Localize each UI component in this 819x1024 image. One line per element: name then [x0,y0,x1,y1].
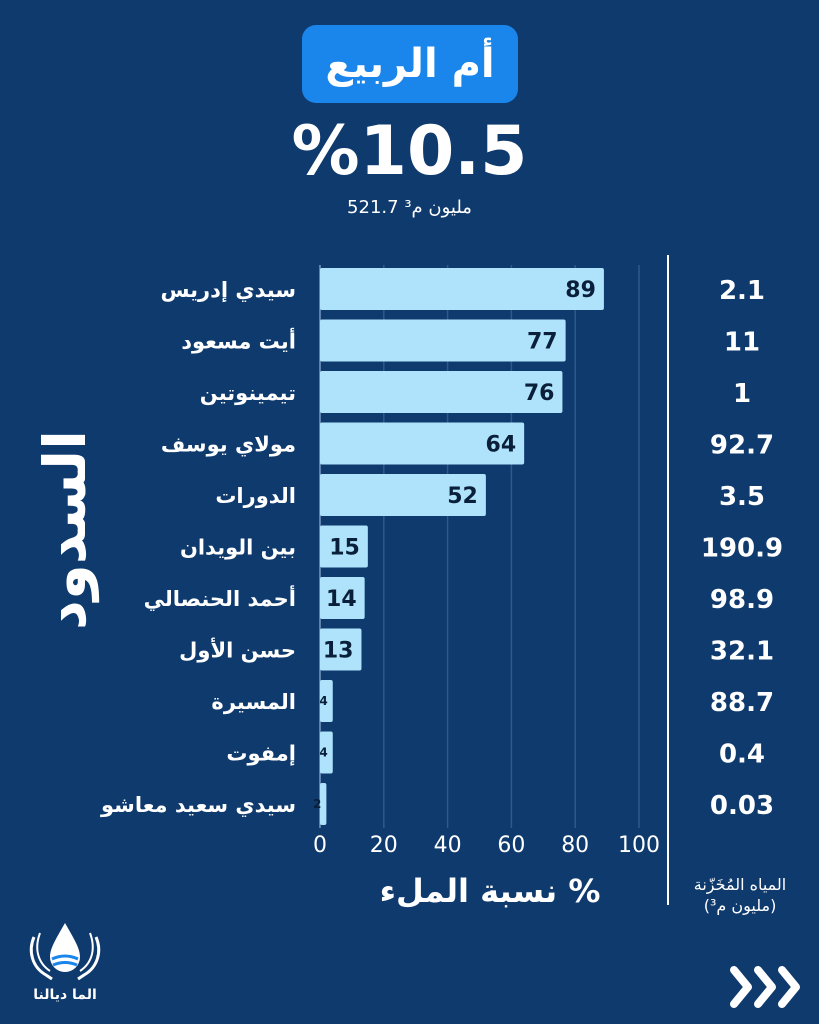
x-tick-label: 0 [313,833,327,858]
bar-value-label: 15 [329,536,360,561]
stored-water-value: 2.1 [719,276,765,306]
bar [320,371,563,413]
bar [320,422,525,465]
fill-axis-title: نسبة الملء % [379,872,601,910]
bar [320,783,327,825]
basin-fill-percent: %10.5 [291,112,528,191]
category-label: حسن الأول [179,637,296,663]
category-label: إمفوت [226,742,296,766]
stored-water-value: 3.5 [719,482,765,512]
dams-axis-title: السدود [31,430,99,630]
logo-text: الما ديالنا [33,987,97,1003]
bar-value-label: 77 [527,330,558,355]
category-label: أيت مسعود [181,327,296,354]
category-label: أحمد الحنصالي [144,584,296,611]
category-label: بين الويدان [180,536,296,560]
bar [320,474,486,516]
bar-value-label: 64 [486,433,517,458]
bar [320,680,333,722]
stored-water-value: 92.7 [710,431,774,461]
x-tick-label: 20 [370,833,398,858]
category-label: مولاي يوسف [161,433,296,458]
water-drop-hands-logo-icon: الما ديالنا [20,915,110,1010]
bar-value-label: 13 [323,639,354,664]
category-label: تيمينوتين [200,381,296,405]
bar [320,577,365,619]
next-page-icon[interactable] [728,962,806,1012]
x-tick-label: 80 [561,833,589,858]
x-tick-label: 40 [434,833,462,858]
bar-value-label: 14 [326,587,357,612]
stored-water-value: 32.1 [710,637,774,667]
bar [320,731,333,774]
bar-value-label: 76 [524,381,555,406]
x-tick-label: 100 [618,833,660,858]
stored-water-value: 0.4 [719,740,765,770]
stored-water-value: 98.9 [710,585,774,615]
stored-water-title-line1: المياه المُخَزّنة [693,875,787,894]
bar [320,628,362,671]
bar-value-label: 4 [319,746,327,760]
basin-title: أم الربيع [325,41,495,87]
category-label: سيدي إدريس [160,278,296,303]
category-label: سيدي سعيد معاشو [100,793,296,818]
bar-value-label: 4 [319,694,327,708]
bar [320,525,368,568]
x-tick-label: 60 [497,833,525,858]
stored-water-title-line2: (مليون م³) [703,896,777,915]
bar-value-label: 89 [565,278,596,303]
bar-value-label: 52 [447,484,478,509]
stored-water-title: المياه المُخَزّنة (مليون م³) [670,874,810,916]
stored-water-value: 88.7 [710,688,774,718]
basin-title-badge: أم الربيع [302,25,518,103]
basin-volume: 521.7 مليون م³ [347,197,472,218]
bar [320,268,604,310]
category-label: المسيرة [211,690,296,714]
stored-water-value: 1 [733,379,751,409]
stored-water-value: 0.03 [710,791,774,821]
bar [320,319,566,362]
bar-value-label: 2 [313,797,321,811]
category-label: الدورات [215,484,296,508]
stored-water-value: 11 [724,328,760,358]
stored-water-value: 190.9 [701,534,783,564]
